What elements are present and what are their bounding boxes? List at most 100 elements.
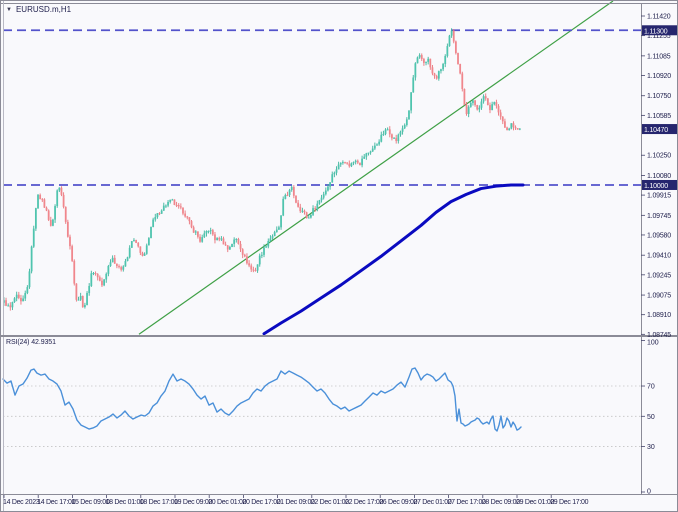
candle-body (414, 63, 417, 78)
candle-body (141, 252, 144, 256)
candle-body (263, 247, 265, 255)
candle-body (115, 263, 118, 267)
candle-body (107, 266, 110, 274)
candle-body (54, 206, 56, 220)
candle-body (504, 121, 506, 128)
candle-body (316, 203, 319, 210)
price-tick-label: 1.08745 (647, 332, 671, 339)
candle-body (299, 206, 302, 212)
candle-body (73, 260, 76, 284)
candle-body (233, 239, 236, 244)
candle-body (37, 194, 39, 209)
candle-body (273, 232, 276, 237)
time-tick-label: 20 Dec 17:00 (242, 499, 280, 506)
candle-body (352, 162, 355, 164)
candle-body (361, 158, 363, 166)
candle-body (275, 229, 278, 233)
candle-body (431, 67, 434, 74)
candle-body (167, 201, 169, 206)
candle-body (371, 148, 374, 152)
candle-body (420, 55, 423, 60)
candle-body (160, 210, 163, 214)
candle-body (403, 125, 406, 129)
candle-body (118, 266, 120, 268)
candle-body (199, 236, 201, 242)
candle-body (175, 205, 178, 207)
collapse-triangle-icon[interactable]: ▼ (6, 6, 12, 13)
price-tick-label: 1.10250 (647, 153, 671, 160)
candle-body (427, 58, 430, 62)
candle-body (9, 305, 12, 308)
candle-body (512, 123, 515, 128)
time-tick-label: 15 Dec 09:00 (71, 499, 109, 506)
time-tick-label: 14 Dec 2023 (3, 499, 40, 506)
candle-body (156, 213, 159, 218)
candle-body (109, 262, 112, 267)
time-tick-label: 20 Dec 01:00 (208, 499, 246, 506)
candle-body (77, 299, 80, 301)
candle-body (350, 163, 353, 167)
candle-body (305, 212, 308, 218)
candle-body (15, 294, 18, 299)
candle-body (30, 246, 33, 272)
candle-body (384, 129, 387, 135)
candle-body (367, 152, 370, 154)
candle-body (312, 208, 314, 215)
candle-body (145, 245, 148, 254)
candle-body (246, 256, 248, 264)
candle-body (286, 194, 289, 196)
candle-body (297, 202, 300, 207)
candle-body (388, 129, 391, 135)
candle-body (49, 219, 52, 226)
candle-body (197, 231, 199, 237)
candle-body (391, 134, 393, 139)
candle-body (226, 245, 229, 250)
candle-body (469, 102, 472, 107)
candle-body (499, 112, 502, 117)
candle-body (501, 116, 504, 122)
candle-body (252, 269, 255, 271)
price-tick-label: 1.10920 (647, 73, 671, 80)
candle-body (60, 187, 63, 195)
candle-body (194, 231, 197, 233)
current-price-box-label: 1.10470 (644, 127, 668, 134)
candle-body (310, 214, 312, 218)
candle-body (105, 273, 108, 280)
candle-body (58, 187, 61, 191)
candle-body (459, 64, 462, 74)
candle-body (241, 249, 244, 255)
candle-body (169, 199, 172, 202)
candle-body (416, 57, 419, 64)
candle-body (284, 194, 287, 199)
candle-body (495, 102, 498, 106)
time-tick-label: 18 Dec 01:00 (106, 499, 144, 506)
candle-body (282, 198, 285, 216)
candle-body (380, 134, 383, 142)
candle-body (150, 226, 152, 239)
time-tick-label: 28 Dec 09:00 (482, 499, 520, 506)
candle-body (143, 253, 146, 256)
candle-body (271, 236, 274, 239)
time-tick-label: 21 Dec 09:00 (277, 499, 315, 506)
candle-body (267, 241, 270, 247)
price-tick-label: 1.09410 (647, 253, 671, 260)
candle-body (382, 134, 385, 136)
candle-body (128, 247, 131, 258)
candle-body (235, 238, 238, 240)
candle-body (256, 264, 259, 271)
candle-body (254, 270, 257, 272)
candle-body (354, 160, 357, 163)
time-tick-label: 29 Dec 17:00 (550, 499, 588, 506)
price-tick-label: 1.09075 (647, 293, 671, 300)
candle-body (158, 213, 161, 215)
candle-body (79, 296, 82, 300)
candle-body (446, 46, 449, 56)
moving-average-line[interactable] (262, 183, 525, 336)
trendline[interactable] (138, 1, 614, 335)
candle-body (365, 153, 368, 157)
candle-body (472, 100, 474, 103)
candle-body (184, 213, 187, 217)
candle-body (348, 163, 351, 167)
